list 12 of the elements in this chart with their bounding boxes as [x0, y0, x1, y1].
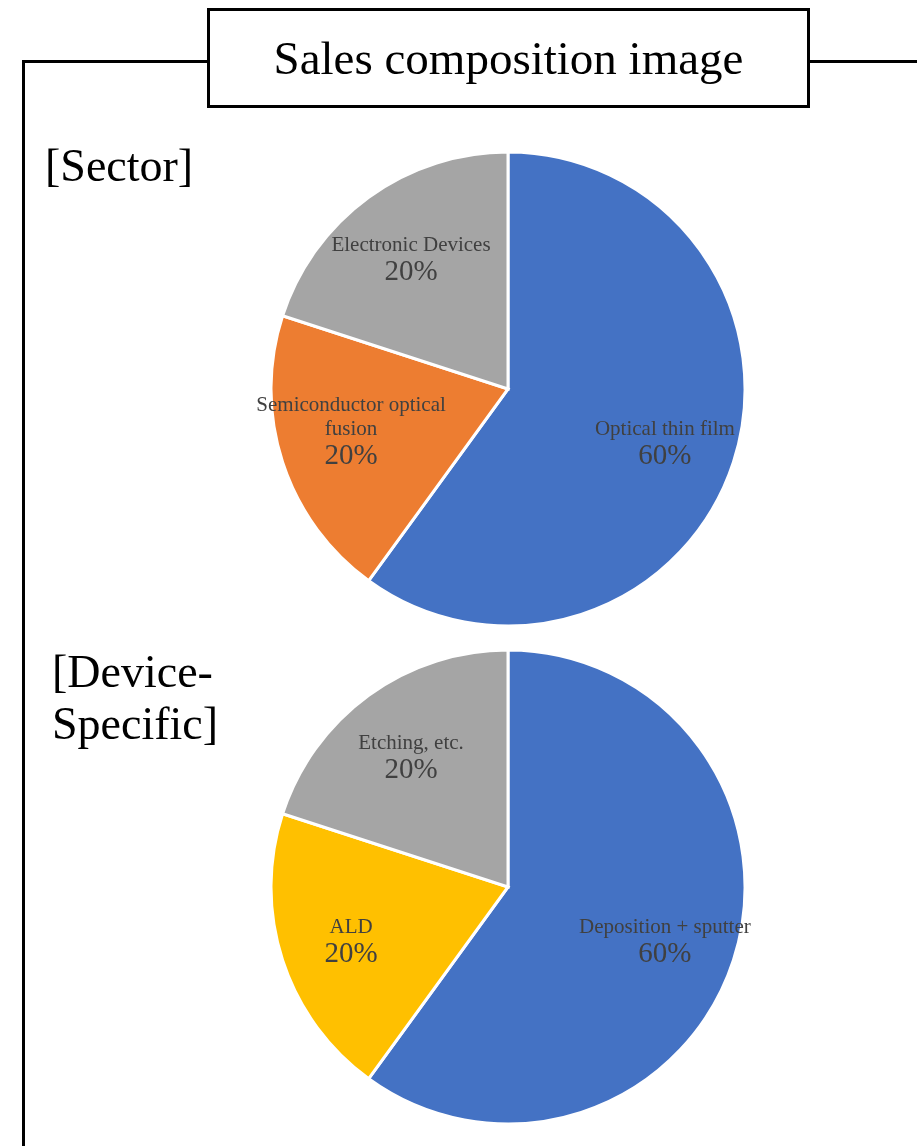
slice-label: Electronic Devices — [331, 231, 491, 256]
slice-label: Etching, etc. — [358, 729, 464, 754]
data-label: 20% — [324, 935, 378, 968]
chart-subtitle: [Sector] — [45, 140, 195, 192]
data-label: 60% — [638, 935, 692, 968]
slice-label: ALD — [329, 913, 373, 938]
data-label: 20% — [384, 253, 438, 286]
data-label: 20% — [324, 437, 378, 470]
chart-title: Sales composition image — [207, 8, 810, 108]
data-label: 60% — [638, 437, 692, 470]
text: [Device-Specific] — [52, 646, 220, 750]
slice-label: Optical thin film — [594, 415, 735, 440]
